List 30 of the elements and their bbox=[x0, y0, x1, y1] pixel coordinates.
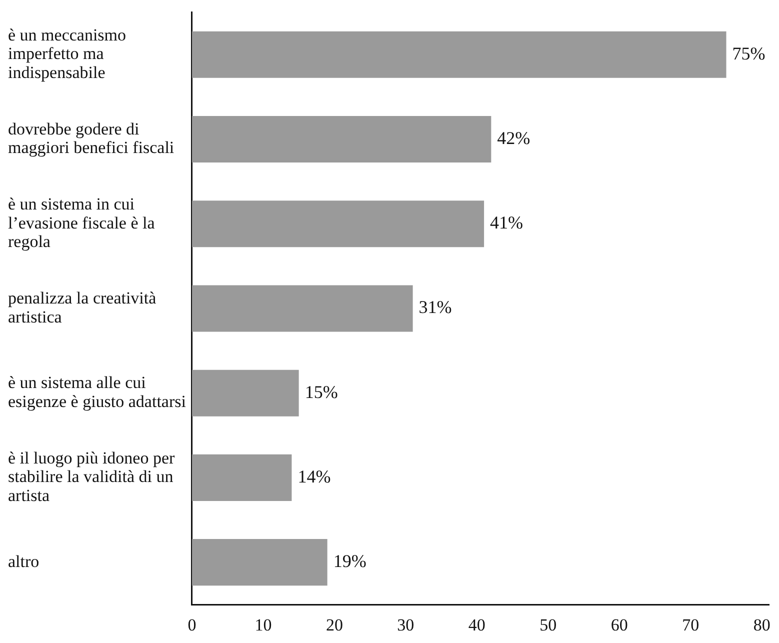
data-label: 75% bbox=[732, 43, 766, 64]
data-label: 14% bbox=[298, 466, 331, 486]
y-tick-label: è un sistema in cui l’evasione fiscale è la regola bbox=[8, 194, 156, 252]
y-tick-label: dovrebbe godere di maggiori benefici fiscali bbox=[8, 119, 174, 158]
data-label: 19% bbox=[333, 551, 366, 572]
bar bbox=[192, 454, 292, 501]
x-tick-label: 0 bbox=[188, 615, 196, 634]
x-tick-label: 80 bbox=[753, 615, 770, 634]
x-tick-label: 30 bbox=[397, 615, 414, 634]
x-tick-label: 10 bbox=[254, 615, 272, 634]
data-label: 42% bbox=[497, 128, 530, 148]
data-label: 31% bbox=[418, 297, 452, 318]
bar bbox=[192, 116, 492, 163]
data-label: 15% bbox=[304, 382, 338, 402]
y-tick-label: è un sistema alle cui esigenze è giusto adattarsi bbox=[8, 373, 186, 411]
x-tick-label: 70 bbox=[682, 615, 700, 634]
x-tick-label: 60 bbox=[610, 615, 628, 634]
x-tick-label: 40 bbox=[468, 615, 486, 634]
y-tick-label: è un meccanismo imperfetto ma indispensabile bbox=[8, 25, 126, 82]
bar bbox=[192, 31, 726, 78]
bar bbox=[192, 370, 299, 416]
bar bbox=[192, 200, 484, 248]
x-tick-label: 20 bbox=[326, 615, 343, 634]
bar bbox=[192, 539, 328, 586]
y-tick-label: altro bbox=[8, 552, 40, 571]
y-tick-label: penalizza la creatività artistica bbox=[8, 288, 157, 326]
data-label: 41% bbox=[490, 212, 524, 233]
bar bbox=[192, 285, 413, 332]
x-tick-label: 50 bbox=[540, 615, 557, 634]
y-tick-label: è il luogo più idoneo per stabilire la validità di un artista bbox=[8, 448, 175, 505]
